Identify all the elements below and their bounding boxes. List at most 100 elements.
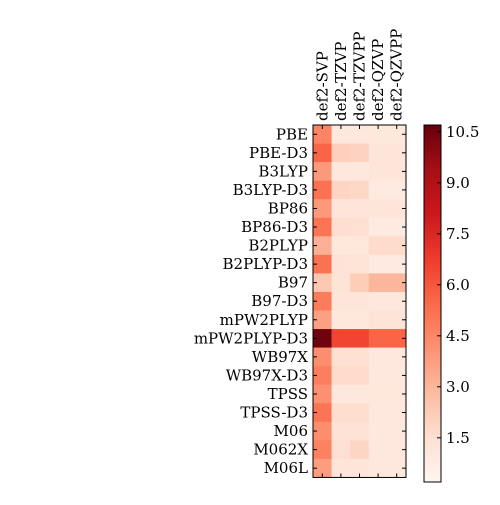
heatmap-cell [350, 125, 370, 144]
colorbar-tick-label: 1.5 [446, 429, 470, 447]
heatmap-cell [350, 236, 370, 256]
heatmap-cell [350, 217, 370, 237]
heatmap-cell [313, 180, 332, 200]
heatmap-cells [313, 125, 407, 478]
heatmap-cell [350, 310, 370, 330]
heatmap-cell [313, 329, 332, 348]
row-label: PBE-D3 [249, 144, 308, 162]
column-label: def2-SVP [313, 51, 331, 121]
heatmap-cell [368, 347, 388, 367]
heatmap-cell [368, 162, 388, 181]
heatmap-cell [350, 384, 370, 404]
colorbar-tick-label: 10.5 [446, 123, 479, 141]
heatmap-cell [313, 310, 332, 330]
heatmap-cell [350, 291, 370, 311]
colorbar-tick-label: 4.5 [446, 327, 470, 345]
heatmap-cell [387, 236, 407, 256]
heatmap-cell [387, 254, 407, 274]
column-labels: def2-SVP def2-TZVP def2-TZVPP def2-QZVP def2… [313, 29, 405, 121]
heatmap-cell [387, 310, 407, 330]
heatmap-cell [368, 329, 388, 348]
row-label: B3LYP [258, 162, 308, 180]
heatmap-cell [331, 403, 351, 423]
heatmap-cell [331, 329, 351, 348]
heatmap-cell [350, 199, 370, 219]
heatmap-cell [313, 440, 332, 460]
heatmap-cell [331, 347, 351, 367]
heatmap-cell [350, 421, 370, 441]
row-label: mPW2PLYP-D3 [194, 329, 308, 347]
heatmap-cell [350, 329, 370, 348]
heatmap-cell [368, 254, 388, 274]
heatmap-cell [350, 366, 370, 385]
row-label: WB97X-D3 [226, 366, 308, 384]
heatmap-cell [368, 440, 388, 460]
heatmap-cell [350, 458, 370, 478]
row-label: BP86-D3 [241, 218, 308, 236]
heatmap-cell [368, 180, 388, 200]
heatmap-cell [331, 236, 351, 256]
row-label: B97 [278, 274, 308, 292]
colorbar-tick-label: 6.0 [446, 276, 470, 294]
heatmap-cell [387, 403, 407, 423]
column-label: def2-TZVP [332, 42, 350, 121]
heatmap-cell [331, 199, 351, 219]
heatmap-cell [331, 143, 351, 163]
row-labels: PBEPBE-D3B3LYPB3LYP-D3BP86BP86-D3B2PLYPB… [194, 125, 309, 477]
heatmap-cell [331, 366, 351, 385]
heatmap-cell [331, 310, 351, 330]
column-label: def2-TZVPP [351, 31, 369, 121]
heatmap-cell [313, 366, 332, 385]
heatmap-cell [331, 217, 351, 237]
row-label: M06L [264, 459, 308, 477]
heatmap-cell [313, 458, 332, 478]
heatmap-cell [331, 440, 351, 460]
row-label: PBE [276, 125, 308, 143]
heatmap-cell [350, 180, 370, 200]
heatmap-cell [313, 403, 332, 423]
heatmap-cell [350, 273, 370, 293]
column-label: def2-QZVP [369, 39, 387, 121]
row-label: B2PLYP [248, 237, 308, 255]
heatmap-cell [368, 421, 388, 441]
heatmap-cell [350, 347, 370, 367]
heatmap-cell [368, 291, 388, 311]
heatmap-cell [313, 143, 332, 163]
heatmap-cell [368, 217, 388, 237]
heatmap-cell [313, 236, 332, 256]
row-label: WB97X [252, 348, 309, 366]
heatmap-cell [368, 458, 388, 478]
heatmap-cell [313, 254, 332, 274]
heatmap-cell [331, 180, 351, 200]
heatmap-cell [350, 162, 370, 181]
colorbar-gradient [423, 124, 442, 483]
heatmap-cell [368, 403, 388, 423]
heatmap-cell [313, 347, 332, 367]
heatmap-cell [387, 366, 407, 385]
row-label: TPSS-D3 [240, 404, 308, 422]
heatmap-frame [312, 124, 407, 478]
heatmap-cell [313, 162, 332, 181]
row-label: B2PLYP-D3 [223, 255, 308, 273]
heatmap-cell [331, 384, 351, 404]
heatmap-cell [313, 199, 332, 219]
row-label: mPW2PLYP [220, 311, 308, 329]
heatmap-cell [313, 421, 332, 441]
heatmap-cell [387, 347, 407, 367]
column-label: def2-QZVPP [388, 29, 406, 121]
heatmap-cell [331, 458, 351, 478]
heatmap-cell [387, 217, 407, 237]
heatmap-cell [368, 143, 388, 163]
heatmap-cell [387, 125, 407, 144]
colorbar: 1.5 3.0 4.5 6.0 7.5 9.0 10.5 [423, 123, 479, 483]
row-label: TPSS [268, 385, 308, 403]
heatmap-cell [313, 291, 332, 311]
heatmap-cell [387, 199, 407, 219]
heatmap-cell [350, 143, 370, 163]
heatmap-cell [313, 384, 332, 404]
heatmap-cell [387, 329, 407, 348]
colorbar-tick-label: 3.0 [446, 378, 470, 396]
heatmap-cell [387, 180, 407, 200]
